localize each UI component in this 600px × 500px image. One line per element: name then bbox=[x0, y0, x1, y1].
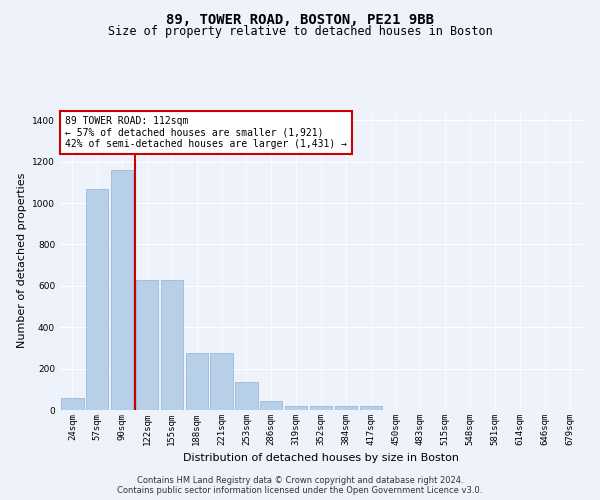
Bar bbox=[285, 406, 307, 410]
Text: 89 TOWER ROAD: 112sqm
← 57% of detached houses are smaller (1,921)
42% of semi-d: 89 TOWER ROAD: 112sqm ← 57% of detached … bbox=[65, 116, 347, 149]
Bar bbox=[86, 188, 109, 410]
X-axis label: Distribution of detached houses by size in Boston: Distribution of detached houses by size … bbox=[183, 454, 459, 464]
Text: Contains public sector information licensed under the Open Government Licence v3: Contains public sector information licen… bbox=[118, 486, 482, 495]
Bar bbox=[310, 406, 332, 410]
Text: Contains HM Land Registry data © Crown copyright and database right 2024.: Contains HM Land Registry data © Crown c… bbox=[137, 476, 463, 485]
Bar bbox=[161, 280, 183, 410]
Bar bbox=[111, 170, 133, 410]
Bar bbox=[185, 353, 208, 410]
Bar bbox=[211, 353, 233, 410]
Bar bbox=[260, 400, 283, 410]
Bar bbox=[359, 406, 382, 410]
Y-axis label: Number of detached properties: Number of detached properties bbox=[17, 172, 26, 348]
Text: Size of property relative to detached houses in Boston: Size of property relative to detached ho… bbox=[107, 25, 493, 38]
Bar bbox=[235, 382, 257, 410]
Text: 89, TOWER ROAD, BOSTON, PE21 9BB: 89, TOWER ROAD, BOSTON, PE21 9BB bbox=[166, 12, 434, 26]
Bar bbox=[335, 406, 357, 410]
Bar bbox=[136, 280, 158, 410]
Bar bbox=[61, 398, 83, 410]
